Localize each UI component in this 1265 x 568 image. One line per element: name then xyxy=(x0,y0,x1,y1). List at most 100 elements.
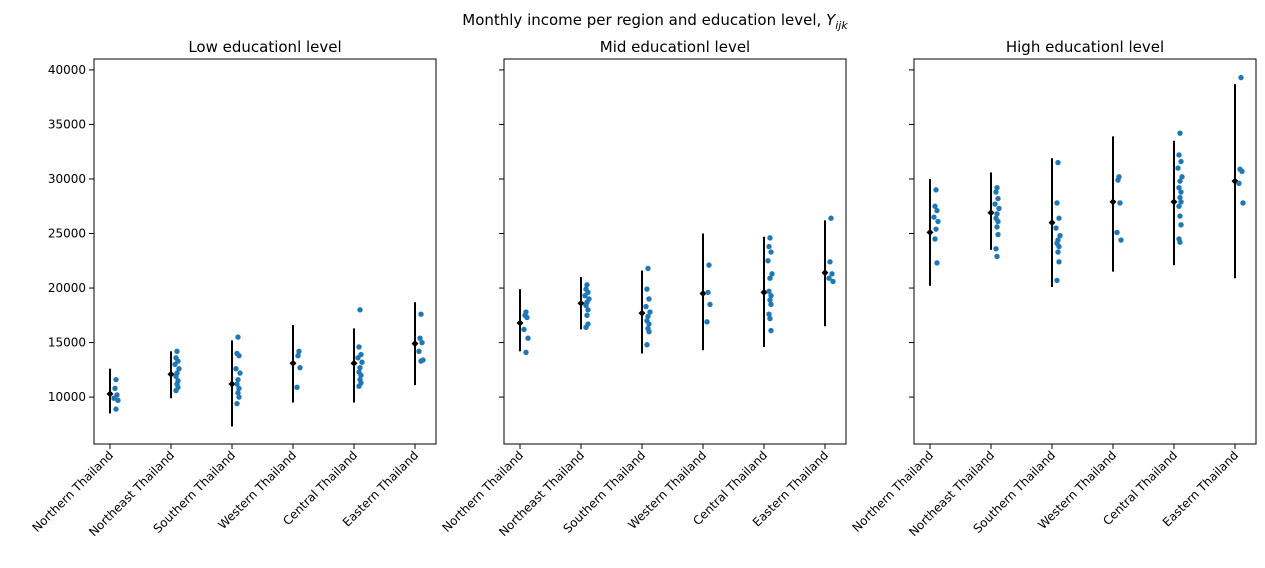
data-point xyxy=(521,326,527,333)
data-point xyxy=(357,307,363,313)
data-point xyxy=(1179,174,1185,180)
data-point xyxy=(646,321,652,327)
mean-marker xyxy=(1170,198,1178,206)
y-tick-label: 25000 xyxy=(48,227,86,241)
data-point xyxy=(1178,158,1184,165)
data-point xyxy=(418,358,424,364)
mean-marker xyxy=(760,288,768,296)
data-point xyxy=(1054,277,1060,284)
data-point xyxy=(705,289,711,296)
data-point xyxy=(1178,199,1184,205)
data-point xyxy=(769,271,775,277)
data-point xyxy=(173,373,179,380)
y-tick-label: 15000 xyxy=(48,336,86,350)
data-point xyxy=(766,288,772,295)
data-point xyxy=(1178,222,1184,228)
data-point xyxy=(932,236,938,242)
data-point xyxy=(115,397,121,404)
data-point xyxy=(829,271,835,277)
data-point xyxy=(767,297,773,303)
data-point xyxy=(1118,237,1124,243)
data-point xyxy=(173,387,179,394)
data-point xyxy=(235,334,241,340)
data-point xyxy=(646,328,652,335)
data-point xyxy=(994,184,1000,191)
chart-panels: Low educationl level 10000 15000 20000 25000… xyxy=(29,38,1257,539)
data-point xyxy=(766,311,772,317)
data-point xyxy=(1057,232,1063,239)
mean-marker xyxy=(411,340,419,348)
data-point xyxy=(767,275,773,281)
data-point xyxy=(1056,259,1062,265)
data-point xyxy=(523,349,529,356)
data-point xyxy=(582,292,588,299)
data-point xyxy=(1177,239,1183,245)
data-point xyxy=(646,296,652,302)
data-point xyxy=(1240,200,1246,206)
data-point xyxy=(235,390,241,396)
data-point xyxy=(995,218,1001,225)
data-point xyxy=(416,348,422,354)
data-point xyxy=(359,359,365,365)
data-point xyxy=(995,231,1001,238)
data-point xyxy=(111,395,117,401)
mean-marker xyxy=(699,289,707,297)
y-tick-label: 10000 xyxy=(48,390,86,404)
data-point xyxy=(1056,243,1062,250)
data-point xyxy=(1238,74,1244,81)
data-point xyxy=(931,214,937,220)
figure-suptitle: Monthly income per region and education … xyxy=(462,11,848,32)
data-point xyxy=(1175,165,1181,171)
data-point xyxy=(236,394,242,400)
data-point xyxy=(525,335,531,341)
data-point xyxy=(996,205,1002,212)
data-point xyxy=(1114,229,1120,236)
data-point xyxy=(1055,159,1061,166)
data-point xyxy=(993,189,999,195)
data-point xyxy=(234,381,240,387)
axes-frame xyxy=(93,58,437,445)
data-point xyxy=(766,243,772,250)
data-point xyxy=(645,313,651,320)
data-point xyxy=(768,327,774,334)
data-point xyxy=(643,303,649,310)
mean-marker xyxy=(289,359,297,367)
data-point xyxy=(237,370,243,376)
data-point xyxy=(172,361,178,368)
y-tick-label: 20000 xyxy=(48,281,86,295)
data-point xyxy=(585,307,591,313)
data-point xyxy=(584,282,590,288)
data-point xyxy=(1115,177,1121,183)
mean-marker xyxy=(926,228,934,236)
data-point xyxy=(647,309,653,315)
data-point xyxy=(932,203,938,209)
panel-title: High educationl level xyxy=(1006,38,1164,56)
mean-marker xyxy=(821,269,829,277)
data-point xyxy=(1176,184,1182,191)
data-point xyxy=(524,314,530,321)
panel-1: Low educationl level 10000 15000 20000 25000… xyxy=(29,38,437,539)
data-point xyxy=(176,366,182,372)
data-point xyxy=(768,292,774,299)
mean-marker xyxy=(638,309,646,317)
data-point xyxy=(994,211,1000,217)
data-point xyxy=(1053,225,1059,231)
data-point xyxy=(418,311,424,317)
data-point xyxy=(1177,194,1183,201)
data-point xyxy=(933,187,939,193)
data-point xyxy=(1055,249,1061,255)
data-point xyxy=(935,218,941,225)
data-point xyxy=(934,260,940,266)
data-point xyxy=(1177,178,1183,184)
data-point xyxy=(707,301,713,308)
data-point xyxy=(419,339,425,346)
data-point xyxy=(113,376,119,383)
data-point xyxy=(994,224,1000,230)
data-point xyxy=(1117,200,1123,206)
mean-marker xyxy=(228,380,236,388)
mean-marker xyxy=(106,390,114,398)
data-point xyxy=(113,406,119,412)
data-point xyxy=(1176,203,1182,209)
